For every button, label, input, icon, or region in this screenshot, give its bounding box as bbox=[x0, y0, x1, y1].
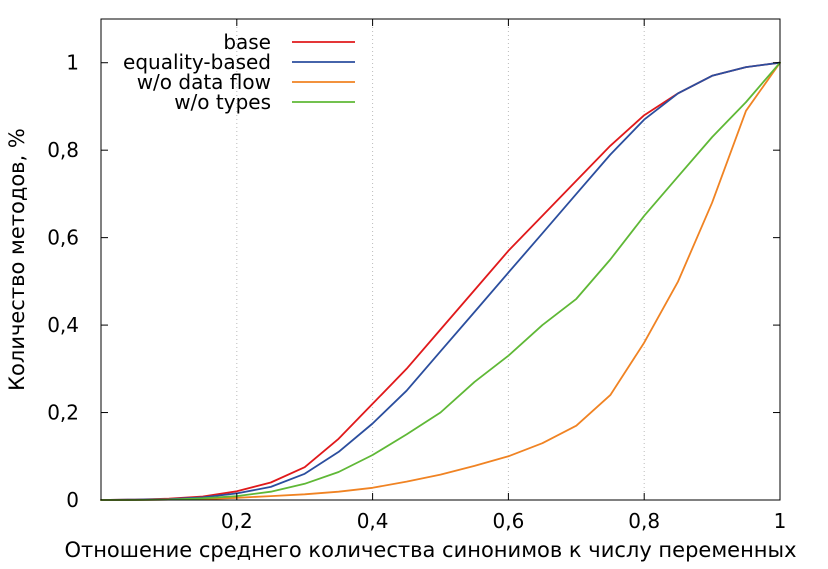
plot-frame bbox=[100, 18, 781, 501]
y-tick-label-5: 1 bbox=[66, 51, 79, 75]
series-lines bbox=[100, 61, 781, 501]
series-line-2 bbox=[100, 61, 781, 501]
series-line-3 bbox=[100, 61, 781, 501]
legend-label-2: w/o data flow bbox=[137, 70, 271, 94]
y-tick-label-3: 0,6 bbox=[47, 226, 79, 250]
y-tick-label-1: 0,2 bbox=[47, 401, 79, 425]
legend-label-0: base bbox=[223, 30, 271, 54]
axis-ticks bbox=[101, 19, 781, 501]
series-line-0 bbox=[100, 61, 781, 501]
legend-label-1: equality-based bbox=[123, 50, 271, 74]
series-line-1 bbox=[100, 61, 781, 501]
y-axis-label: Количество методов, % bbox=[5, 128, 29, 391]
x-tick-label-2: 0,6 bbox=[492, 509, 524, 533]
x-tick-label-0: 0,2 bbox=[221, 509, 253, 533]
grid-lines bbox=[236, 19, 645, 500]
x-tick-label-3: 0,8 bbox=[628, 509, 660, 533]
y-tick-label-4: 0,8 bbox=[47, 138, 79, 162]
axis-tick-labels: 0,2 0,4 0,6 0,8 1 0 0,2 0,4 0,6 0,8 1 bbox=[47, 51, 786, 533]
x-axis-label: Отношение среднего количества синонимов … bbox=[64, 538, 796, 562]
x-tick-label-1: 0,4 bbox=[357, 509, 389, 533]
legend-label-3: w/o types bbox=[174, 90, 271, 114]
x-tick-label-4: 1 bbox=[774, 509, 787, 533]
y-tick-label-2: 0,4 bbox=[47, 313, 79, 337]
y-tick-label-0: 0 bbox=[66, 488, 79, 512]
